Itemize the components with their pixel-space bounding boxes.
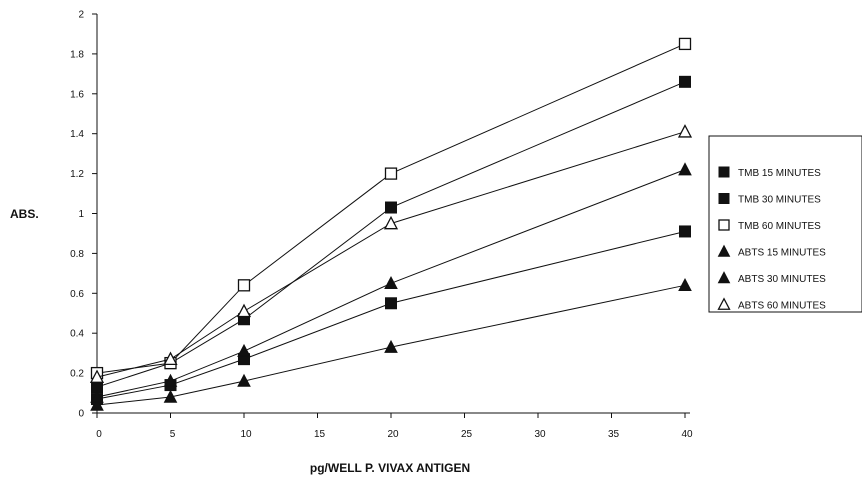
data-point	[90, 397, 104, 411]
data-point	[237, 279, 251, 292]
data-point	[384, 276, 398, 290]
data-point	[385, 201, 397, 214]
y-tick-label: 1.8	[70, 49, 84, 60]
data-point	[236, 303, 252, 318]
legend-marker	[717, 297, 731, 310]
legend-label: TMB 30 MINUTES	[738, 195, 821, 206]
legend-marker	[717, 244, 731, 257]
y-tick-label: 0.6	[70, 289, 84, 300]
legend-label: TMB 60 MINUTES	[738, 221, 821, 232]
series-4	[90, 278, 692, 411]
x-tick-label: 5	[170, 429, 176, 440]
legend-label: ABTS 60 MINUTES	[738, 301, 826, 312]
legend-marker	[718, 193, 730, 204]
y-tick-label: 0.2	[70, 369, 84, 380]
x-tick-label: 15	[314, 429, 326, 440]
x-tick-label: 30	[534, 429, 546, 440]
y-tick-label: 0	[78, 409, 84, 420]
legend-label: TMB 15 MINUTES	[738, 168, 821, 179]
legend-marker	[718, 166, 730, 178]
y-tick-label: 0.8	[70, 249, 84, 260]
legend-label: ABTS 15 MINUTES	[738, 248, 826, 259]
y-tick-label: 1	[78, 209, 84, 220]
x-ticks: 0 5 10 15 20 25 30 35 40	[96, 413, 693, 440]
x-tick-label: 35	[608, 429, 620, 440]
y-ticks: 0 0.2 0.4 0.6 0.8 1 1.2 1.4 1.6 1.8 2	[70, 10, 97, 420]
series-6	[89, 124, 693, 383]
series-1	[91, 225, 691, 406]
data-point	[90, 389, 104, 403]
legend-label: ABTS 30 MINUTES	[738, 274, 826, 285]
data-point	[385, 297, 397, 310]
x-tick-label: 40	[681, 429, 693, 440]
data-point	[237, 343, 251, 357]
y-tick-label: 1.4	[70, 129, 84, 140]
series-layer	[89, 37, 693, 411]
data-point	[677, 124, 693, 138]
data-point	[678, 37, 692, 51]
data-point	[678, 162, 692, 176]
legend: TMB 15 MINUTES TMB 30 MINUTES TMB 60 MINUT…	[708, 135, 862, 313]
y-tick-label: 1.6	[70, 89, 84, 100]
data-point	[384, 339, 398, 353]
data-point	[163, 351, 178, 366]
y-tick-label: 1.2	[70, 169, 84, 180]
x-tick-label: 10	[240, 429, 252, 440]
data-point	[383, 215, 399, 230]
y-tick-label: 0.4	[70, 329, 84, 340]
legend-marker	[717, 271, 731, 284]
data-point	[384, 167, 398, 180]
x-tick-label: 20	[387, 429, 399, 440]
data-point	[89, 369, 105, 383]
x-axis-title: pg/WELL P. VIVAX ANTIGEN	[310, 461, 470, 475]
data-point	[237, 373, 251, 387]
y-axis-title: ABS.	[10, 207, 39, 221]
legend-marker	[718, 219, 730, 231]
data-point	[163, 389, 178, 403]
x-tick-label: 25	[461, 429, 473, 440]
data-point	[678, 278, 692, 292]
y-tick-label: 2	[78, 10, 84, 21]
data-point	[679, 75, 691, 88]
series-line	[96, 230, 686, 400]
data-point	[679, 225, 691, 238]
x-tick-label: 0	[96, 429, 102, 440]
series-5	[90, 162, 692, 403]
data-point	[163, 373, 178, 387]
legend-box	[708, 135, 862, 313]
